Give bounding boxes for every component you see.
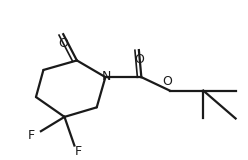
Text: O: O — [162, 75, 172, 88]
Text: O: O — [58, 37, 68, 50]
Text: O: O — [134, 53, 144, 66]
Text: F: F — [28, 129, 34, 143]
Text: F: F — [75, 145, 82, 158]
Text: N: N — [102, 70, 111, 83]
